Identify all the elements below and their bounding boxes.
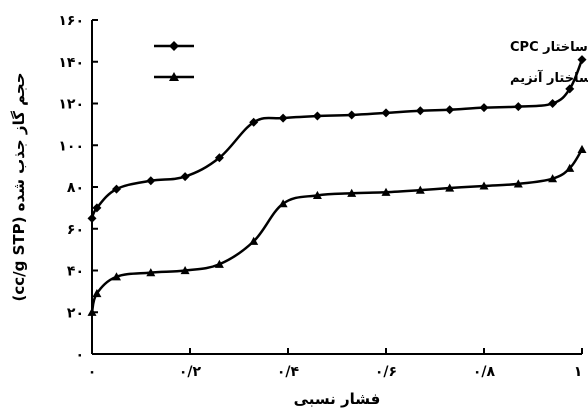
data-point-triangle [146, 268, 156, 277]
data-point-diamond [214, 153, 224, 163]
x-tick-label: ۰/۶ [375, 364, 397, 380]
data-point-diamond [112, 184, 121, 194]
y-tick-label: ۲۰ [67, 305, 84, 321]
data-point-triangle [513, 179, 523, 188]
data-point-diamond [347, 110, 357, 120]
data-point-triangle [415, 185, 425, 194]
data-point-triangle [577, 144, 587, 154]
legend-marker-triangle [169, 72, 179, 81]
legend-label-enzyme: سیلیکای ساخته شده با قالب ساختار آنزیم [510, 69, 588, 86]
data-point-diamond [577, 55, 587, 65]
y-tick-label: ۸۰ [67, 180, 84, 196]
data-point-triangle [92, 288, 102, 298]
y-tick-label: ۱۴۰ [58, 55, 84, 71]
data-point-diamond [381, 108, 391, 118]
data-point-diamond [445, 105, 455, 115]
legend-marker-diamond [169, 41, 179, 51]
y-axis-label: حجم گاز جذب شده (cc/g STP) [10, 72, 28, 301]
data-point-diamond [278, 113, 288, 123]
data-point-diamond [565, 84, 575, 94]
y-tick-label: ۶۰ [67, 222, 84, 238]
data-point-diamond [92, 203, 102, 213]
series-line-1 [90, 148, 584, 313]
data-point-diamond [513, 102, 523, 112]
x-tick-label: ۱ [574, 364, 583, 380]
y-tick-label: ۱۰۰ [58, 138, 84, 154]
data-point-triangle [548, 174, 558, 183]
y-tick-label: ۴۰ [67, 264, 84, 280]
data-point-triangle [445, 183, 455, 192]
x-axis-label: فشار نسبی [294, 390, 381, 408]
data-point-triangle [112, 272, 121, 281]
x-tick-label: ۰ [88, 364, 97, 380]
x-tick-label: ۰/۸ [473, 364, 496, 380]
data-point-triangle [278, 199, 288, 208]
y-tick-label: ۱۶۰ [58, 13, 84, 29]
data-point-triangle [249, 236, 259, 245]
x-tick-label: ۰/۴ [277, 364, 300, 380]
data-point-diamond [180, 172, 190, 182]
y-tick-label: ۱۲۰ [58, 97, 84, 113]
data-point-triangle [479, 181, 489, 190]
legend-label-cpc: سیلیکای ساخته شده با قالب ساختار CPC [510, 40, 588, 55]
data-point-triangle [214, 259, 224, 268]
data-point-diamond [249, 117, 259, 127]
data-point-diamond [312, 111, 322, 121]
data-point-diamond [479, 103, 489, 113]
x-ticks: ۰ ۰/۲ ۰/۴ ۰/۶ ۰/۸ ۱ [88, 348, 583, 380]
x-tick-label: ۰/۲ [179, 364, 202, 380]
y-ticks: ۰ ۲۰ ۴۰ ۶۰ ۸۰ ۱۰۰ ۱۲۰ ۱۴۰ ۱۶۰ [58, 13, 98, 363]
data-point-triangle [312, 190, 322, 199]
data-point-triangle [565, 163, 575, 172]
data-point-diamond [146, 176, 156, 186]
series-layer [87, 55, 587, 316]
axes [91, 20, 582, 355]
data-point-triangle [180, 266, 190, 275]
data-point-triangle [381, 187, 391, 196]
data-point-diamond [415, 106, 425, 116]
legend: سیلیکای ساخته شده با قالب ساختار CPC سیل… [154, 40, 588, 86]
data-point-diamond [87, 213, 97, 223]
y-tick-label: ۰ [75, 347, 84, 363]
data-point-diamond [548, 99, 558, 108]
data-point-triangle [87, 307, 97, 316]
data-point-triangle [347, 188, 357, 197]
